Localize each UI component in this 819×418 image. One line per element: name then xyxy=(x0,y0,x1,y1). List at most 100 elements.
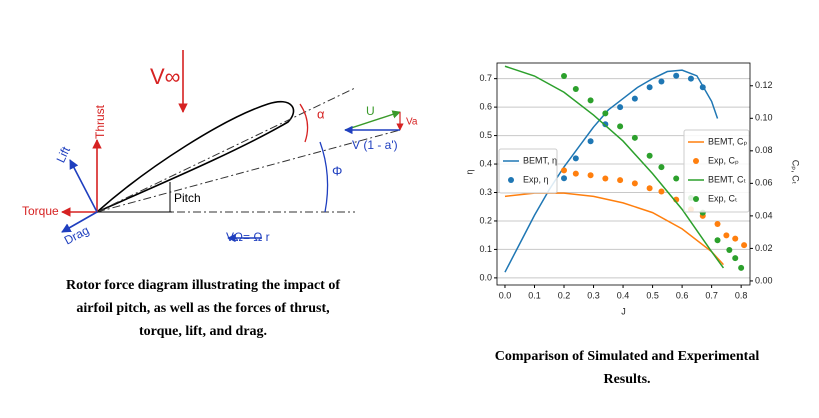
data-point xyxy=(658,78,665,85)
pitch-label: Pitch xyxy=(174,191,201,205)
data-point xyxy=(602,121,609,128)
drag-label: Drag xyxy=(62,223,92,248)
series-line xyxy=(504,69,719,273)
lift-label: Lift xyxy=(54,144,74,165)
x-tick-label: 0.6 xyxy=(676,290,689,300)
legend-swatch xyxy=(693,158,699,164)
x-tick-label: 0.4 xyxy=(617,290,630,300)
caption-line: Comparison of Simulated and Experimental xyxy=(495,349,760,364)
data-point xyxy=(617,123,624,130)
chart-caption: Comparison of Simulated and Experimental… xyxy=(495,349,760,387)
v-omega-label: VΩ= Ω r xyxy=(226,230,270,244)
legend-box xyxy=(683,129,750,213)
data-point xyxy=(738,264,745,271)
data-point xyxy=(732,235,739,242)
y-axis-label: η xyxy=(464,169,474,174)
airfoil xyxy=(96,100,295,213)
data-point xyxy=(561,175,568,182)
data-point xyxy=(732,255,739,262)
alpha-label: α xyxy=(317,106,325,121)
data-point xyxy=(587,97,594,104)
data-point xyxy=(602,175,609,182)
series-line xyxy=(504,65,725,269)
y2-tick-label: 0.06 xyxy=(755,178,773,188)
legend-label: BEMT, Cₜ xyxy=(708,174,747,184)
data-point xyxy=(572,170,579,177)
data-point xyxy=(646,152,653,159)
caption-line: Results. xyxy=(603,372,650,387)
data-point xyxy=(687,75,694,82)
y-tick-label: 0.4 xyxy=(479,158,492,168)
phi-label: Φ xyxy=(332,163,342,178)
diagram-caption: Rotor force diagram illustrating the imp… xyxy=(66,278,340,339)
legend-label: Exp, Cₚ xyxy=(708,155,739,165)
data-point xyxy=(723,232,730,239)
legend-swatch xyxy=(508,177,514,183)
data-point xyxy=(617,104,624,111)
data-point xyxy=(658,188,665,195)
thrust-label: Thrust xyxy=(93,104,107,139)
data-point xyxy=(587,138,594,145)
data-point xyxy=(699,84,706,91)
y2-tick-label: 0.02 xyxy=(755,243,773,253)
data-point xyxy=(673,72,680,79)
torque-label: Torque xyxy=(22,204,59,218)
data-point xyxy=(726,247,733,254)
v-axial-label: V (1 - a') xyxy=(352,138,398,152)
y2-tick-label: 0.08 xyxy=(755,145,773,155)
y-tick-label: 0.6 xyxy=(479,101,492,111)
plot-frame xyxy=(496,62,751,286)
data-point xyxy=(631,95,638,102)
x-tick-label: 0.5 xyxy=(646,290,659,300)
va-label: Va xyxy=(406,117,418,128)
data-point xyxy=(658,164,665,171)
chart: 0.0 0.1 0.2 0.3 0.4 0.5 0.6 0.7 0.00 0.02 0.04 0.06… xyxy=(464,62,801,316)
x-axis-label: J xyxy=(621,306,626,316)
y2-tick-label: 0.04 xyxy=(755,210,773,220)
legend-label: BEMT, Cₚ xyxy=(708,136,748,146)
y2-tick-label: 0.10 xyxy=(755,113,773,123)
legend-label: Exp, η xyxy=(523,174,549,184)
legend-swatch xyxy=(693,196,699,202)
data-point xyxy=(673,175,680,182)
x-tick-label: 0.7 xyxy=(705,290,718,300)
phi-arc xyxy=(319,141,329,213)
x-tick-label: 0.1 xyxy=(528,290,541,300)
data-point xyxy=(714,237,721,244)
u-label: U xyxy=(366,104,375,118)
legend-label: BEMT, η xyxy=(523,155,557,165)
data-point xyxy=(646,84,653,91)
data-point xyxy=(714,221,721,228)
data-point xyxy=(646,185,653,192)
data-point xyxy=(631,180,638,187)
y2-tick-label: 0.00 xyxy=(755,275,773,285)
y2-axis-label: Cₚ, Cₜ xyxy=(791,160,801,185)
rotor-diagram: V∞ Thrust Lift Torque Drag Pitch α Φ U V… xyxy=(22,50,418,248)
caption-line: Rotor force diagram illustrating the imp… xyxy=(66,278,340,293)
lift-arrow xyxy=(69,159,98,213)
y-tick-label: 0.1 xyxy=(479,244,492,254)
x-tick-label: 0.8 xyxy=(735,290,748,300)
data-point xyxy=(572,86,579,93)
data-point xyxy=(617,177,624,184)
data-point xyxy=(561,167,568,174)
x-tick-label: 0.2 xyxy=(558,290,571,300)
data-point xyxy=(741,242,748,249)
data-point xyxy=(561,73,568,80)
v-inf-label: V∞ xyxy=(150,64,180,89)
y2-tick-label: 0.12 xyxy=(755,80,773,90)
data-point xyxy=(602,110,609,117)
x-tick-label: 0.0 xyxy=(499,290,512,300)
caption-line: airfoil pitch, as well as the forces of … xyxy=(76,301,329,316)
y-tick-label: 0.7 xyxy=(479,73,492,83)
alpha-arc xyxy=(299,103,309,143)
y-tick-label: 0.5 xyxy=(479,130,492,140)
data-point xyxy=(572,155,579,162)
y-tick-label: 0.2 xyxy=(479,215,492,225)
legend-label: Exp, Cₜ xyxy=(708,193,738,203)
legend-box xyxy=(498,148,558,194)
data-point xyxy=(631,134,638,141)
inflow-line xyxy=(96,129,401,213)
